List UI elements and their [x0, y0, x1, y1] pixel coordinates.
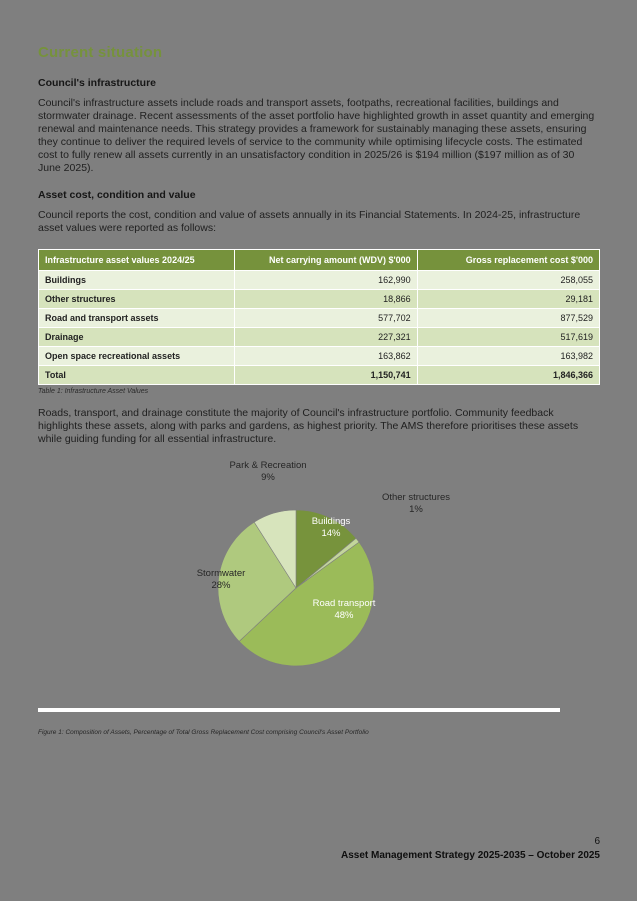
pie-label-park-recreation: Park & Recreation 9% — [203, 460, 333, 484]
table-row: Other structures 18,866 29,181 — [37, 289, 601, 309]
table-cell: 227,321 — [234, 327, 418, 347]
table-header-row: Infrastructure asset values 2024/25 Net c… — [37, 249, 601, 271]
pie-label-percent: 1% — [409, 504, 423, 515]
figure-caption: Figure 1: Composition of Assets, Percent… — [38, 729, 369, 736]
asset-values-table: Infrastructure asset values 2024/25 Net c… — [37, 249, 601, 385]
pie-slice-road-transport — [238, 541, 375, 667]
table-cell: 163,982 — [416, 346, 601, 366]
table-row: Total 1,150,741 1,846,366 — [37, 365, 601, 385]
pie-label-stormwater: Stormwater 28% — [156, 568, 286, 592]
pie-label-name: Stormwater — [196, 568, 246, 579]
table-row: Buildings 162,990 258,055 — [37, 270, 601, 290]
paragraph-infrastructure: Council's infrastructure assets include … — [38, 97, 595, 174]
pie-slice-buildings — [295, 509, 357, 589]
pie-label-percent: 14% — [321, 528, 341, 539]
table-row: Road and transport assets 577,702 877,529 — [37, 308, 601, 328]
section-heading-infrastructure: Council's infrastructure — [38, 77, 157, 89]
table-cell: Buildings — [37, 270, 236, 290]
paragraph-cost: Council reports the cost, condition and … — [38, 209, 581, 234]
table-cell: 877,529 — [416, 308, 601, 328]
table-cell: 1,846,366 — [416, 365, 601, 385]
table-cell: 577,702 — [234, 308, 418, 328]
pie-label-percent: 9% — [261, 472, 275, 483]
pie-chart: Park & Recreation 9% Other structures 1%… — [38, 460, 600, 692]
table-cell: Road and transport assets — [37, 308, 236, 328]
table-cell: Total — [37, 365, 236, 385]
table-row: Drainage 227,321 517,619 — [37, 327, 601, 347]
table-cell: 162,990 — [234, 270, 418, 290]
table-cell: 1,150,741 — [234, 365, 418, 385]
pie-label-other-structures: Other structures 1% — [351, 492, 481, 516]
page-footer: 6 Asset Management Strategy 2025-2035 – … — [341, 836, 600, 861]
page-number: 6 — [594, 836, 600, 847]
table-cell: 18,866 — [234, 289, 418, 309]
pie-chart-svg — [217, 509, 375, 667]
table-cell: 29,181 — [416, 289, 601, 309]
page-content: Current situation Council's infrastructu… — [37, 44, 601, 736]
paragraph-analysis: Roads, transport, and drainage constitut… — [38, 407, 579, 445]
pie-label-buildings: Buildings 14% — [266, 516, 396, 540]
pie-label-name: Buildings — [311, 516, 351, 527]
footer-document-title: Asset Management Strategy 2025-2035 – Oc… — [340, 850, 600, 861]
table-cell: 258,055 — [416, 270, 601, 290]
pie-label-name: Park & Recreation — [229, 460, 307, 471]
pie-slice-park-recreation — [253, 509, 297, 590]
pie-label-name: Road transport — [312, 598, 376, 609]
pie-label-percent: 28% — [211, 580, 231, 591]
pie-label-name: Other structures — [381, 492, 451, 503]
pie-label-road-transport: Road transport 48% — [279, 598, 409, 622]
page-title: Current situation — [38, 44, 163, 61]
table-cell: Other structures — [37, 289, 236, 309]
table-row: Open space recreational assets 163,862 163… — [37, 346, 601, 366]
pie-label-percent: 48% — [334, 610, 354, 621]
table-caption: Table 1: Infrastructure Asset Values — [38, 388, 149, 395]
table-cell: Open space recreational assets — [37, 346, 236, 366]
section-heading-cost: Asset cost, condition and value — [38, 189, 196, 201]
section-divider — [38, 708, 560, 712]
pie-slice-stormwater — [217, 521, 297, 642]
table-header-cell: Infrastructure asset values 2024/25 — [37, 249, 236, 271]
table-header-cell: Net carrying amount (WDV) $'000 — [234, 249, 418, 271]
table-header-cell: Gross replacement cost $'000 — [416, 249, 601, 271]
table-cell: 163,862 — [234, 346, 418, 366]
table-cell: 517,619 — [416, 327, 601, 347]
table-cell: Drainage — [37, 327, 236, 347]
